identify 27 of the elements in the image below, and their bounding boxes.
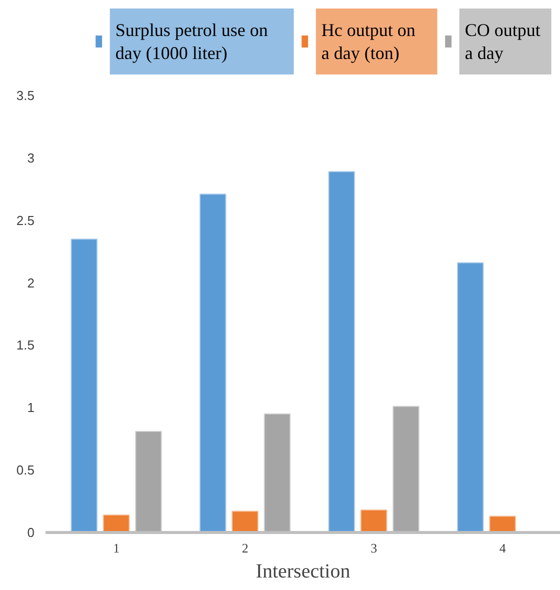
x-axis-title: Intersection xyxy=(256,560,350,582)
legend-label: CO output a day xyxy=(464,20,540,63)
y-tick-label: 0.5 xyxy=(16,462,35,478)
x-tick-label: 3 xyxy=(370,540,378,556)
bar xyxy=(392,406,420,532)
x-tick-label: 2 xyxy=(242,540,248,556)
y-tick-label: 2.5 xyxy=(16,212,35,228)
bar xyxy=(264,413,291,532)
legend-label: Hc output on a day (ton) xyxy=(321,20,416,63)
y-tick-label: 0 xyxy=(27,525,35,540)
bar xyxy=(489,516,516,532)
bar xyxy=(102,514,130,532)
legend-label: Surplus petrol use on day (1000 liter) xyxy=(115,20,268,63)
y-tick-label: 3.5 xyxy=(16,88,35,103)
y-tick-label: 2 xyxy=(27,275,35,290)
bar xyxy=(232,510,258,532)
y-tick-label: 1 xyxy=(27,400,35,416)
bar xyxy=(70,238,98,532)
y-tick-label: 1.5 xyxy=(16,338,35,353)
bar xyxy=(360,510,388,532)
bar xyxy=(328,171,355,532)
bar xyxy=(135,430,162,532)
x-tick-label: 1 xyxy=(113,540,120,556)
bar xyxy=(200,194,226,532)
x-tick-label: 4 xyxy=(499,540,506,556)
y-tick-label: 3 xyxy=(27,150,35,166)
bar xyxy=(457,262,484,532)
